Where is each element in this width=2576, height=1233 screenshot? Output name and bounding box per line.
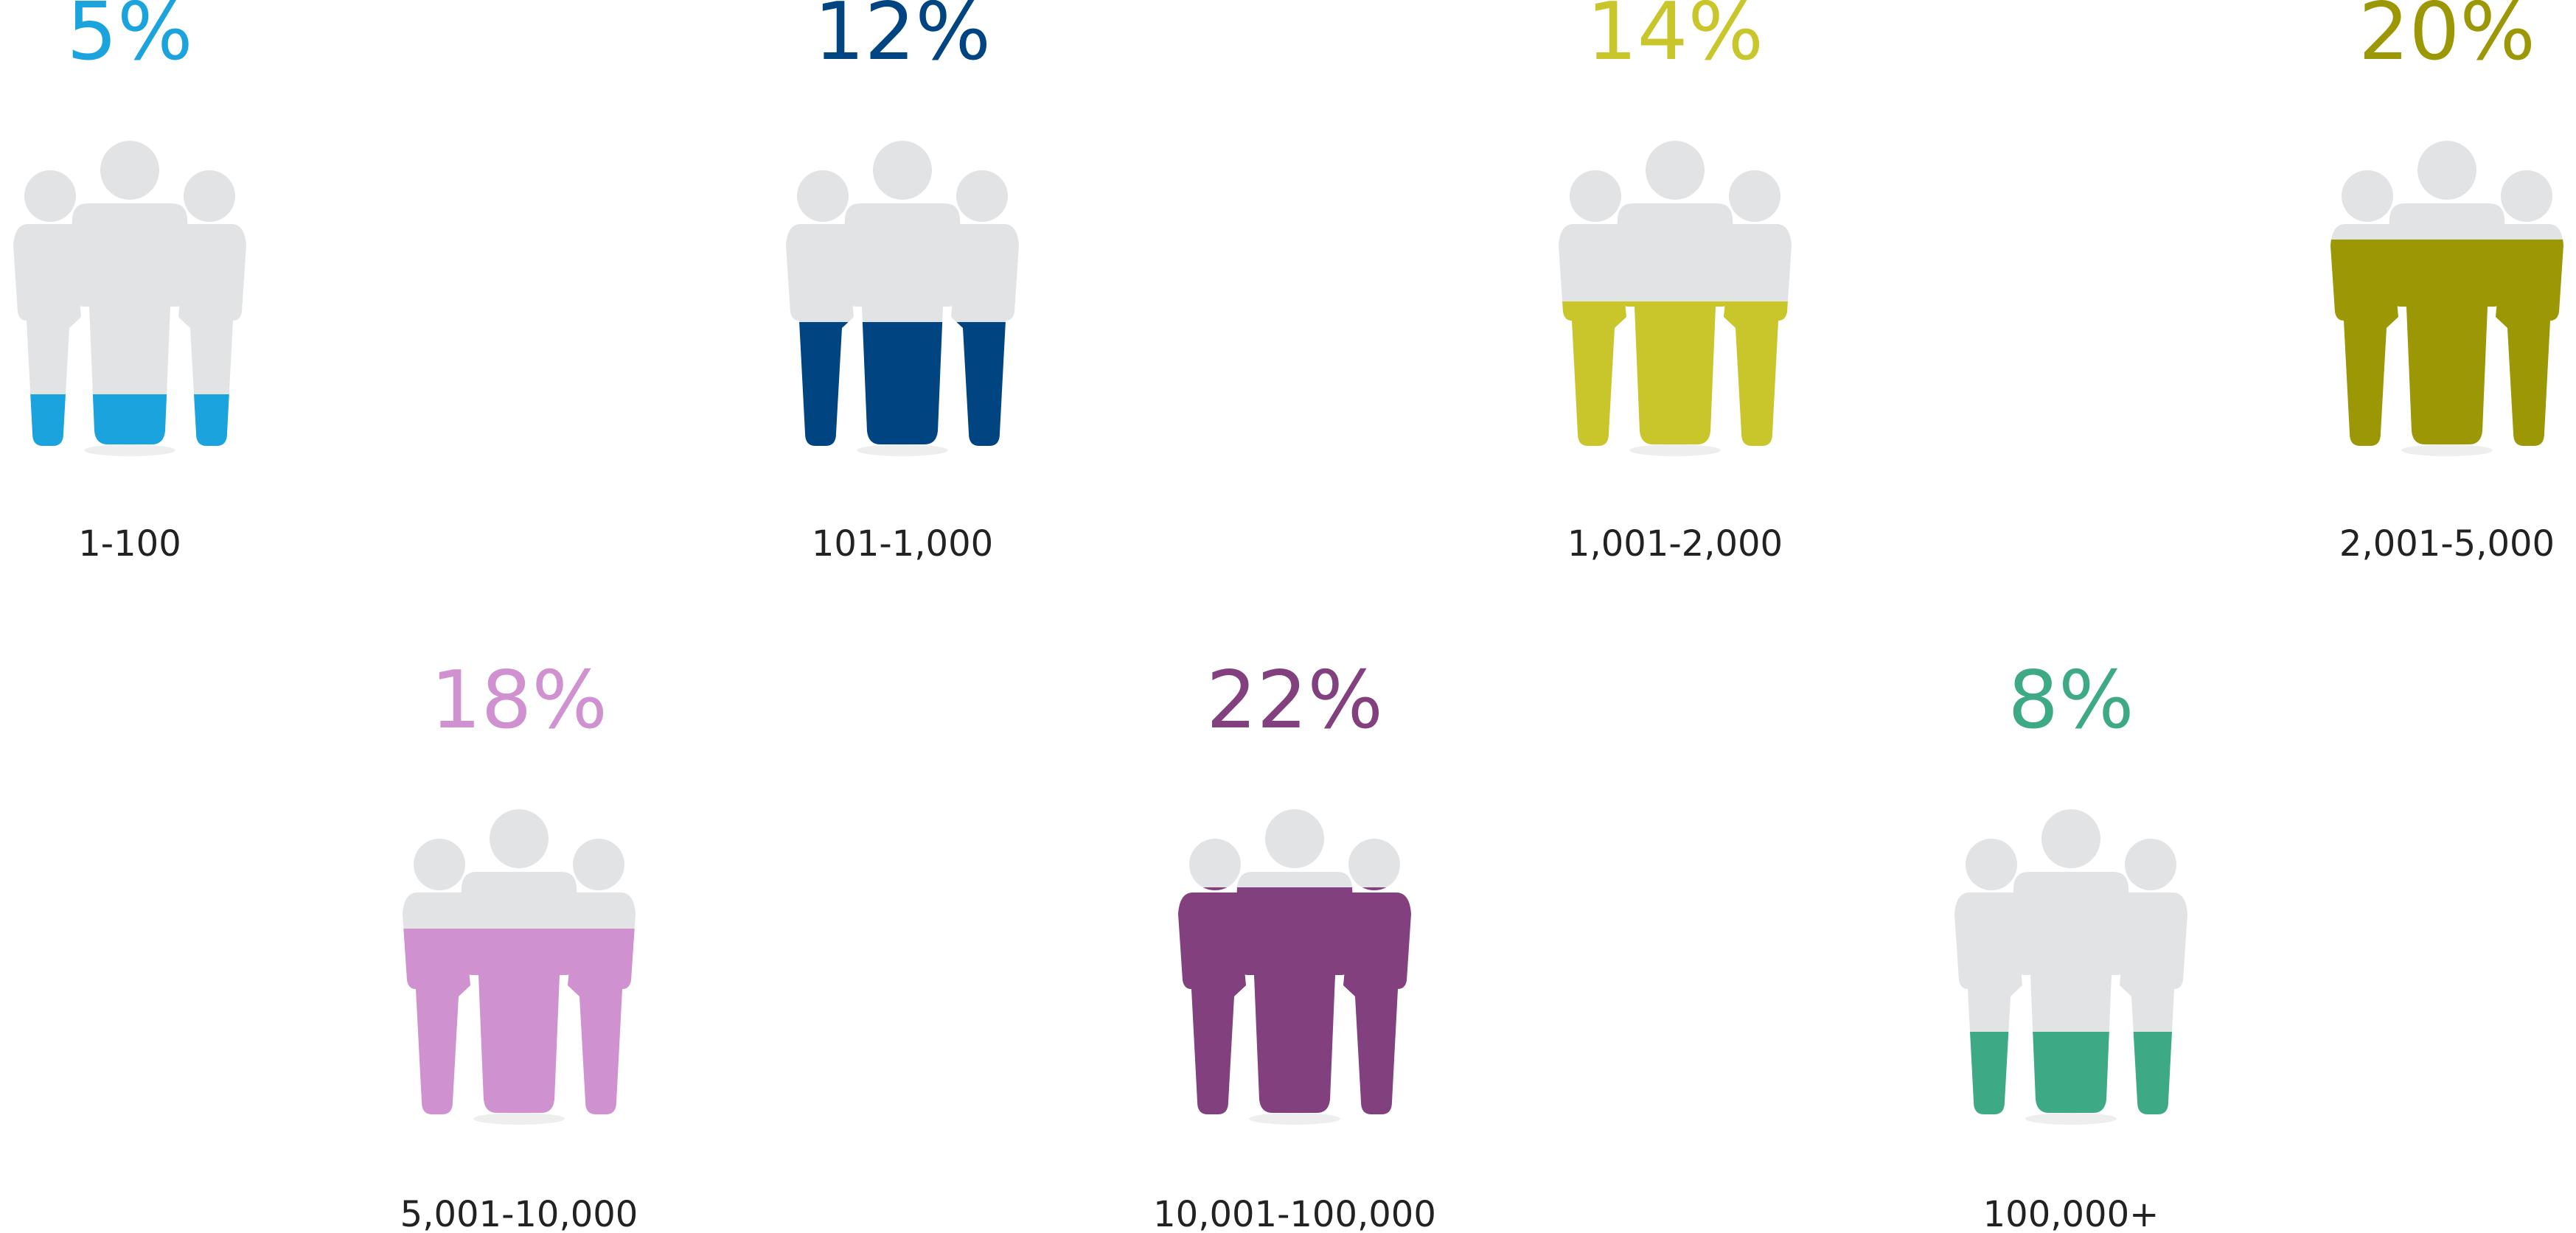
person-group-icon-2 [1559, 141, 1792, 456]
value-fill-0 [13, 394, 246, 446]
percent-label-3: 20% [2359, 0, 2535, 78]
person-group-icon-4 [403, 809, 636, 1125]
percent-label-4: 18% [431, 654, 608, 747]
category-label-4: 5,001-10,000 [400, 1194, 638, 1233]
silhouette [13, 141, 246, 446]
percent-label-0: 5% [66, 0, 192, 78]
percent-label-1: 12% [814, 0, 991, 78]
icon-shadow [84, 444, 175, 456]
value-fill-2 [1559, 301, 1792, 446]
person-group-icon-3 [2330, 141, 2563, 456]
percent-label-6: 8% [2008, 654, 2134, 747]
icon-shadow [1629, 444, 1721, 456]
icon-shadow [1249, 1113, 1340, 1125]
percent-label-2: 14% [1587, 0, 1764, 78]
value-fill-6 [1954, 1032, 2187, 1114]
category-label-3: 2,001-5,000 [2339, 523, 2555, 565]
icon-shadow [473, 1113, 565, 1125]
category-label-0: 1-100 [78, 523, 181, 565]
icon-shadow [2025, 1113, 2117, 1125]
category-label-2: 1,001-2,000 [1567, 523, 1783, 565]
value-fill-1 [786, 322, 1019, 446]
percent-label-5: 22% [1206, 654, 1383, 747]
category-label-6: 100,000+ [1983, 1194, 2159, 1233]
person-group-icon-0 [13, 141, 246, 456]
category-label-5: 10,001-100,000 [1153, 1194, 1436, 1233]
value-fill-5 [1178, 887, 1411, 1114]
value-fill-4 [403, 929, 636, 1114]
icon-shadow [857, 444, 948, 456]
icon-shadow [2401, 444, 2493, 456]
value-fill-3 [2330, 240, 2563, 446]
person-group-icon-1 [786, 141, 1019, 456]
person-group-icon-5 [1178, 809, 1411, 1125]
person-group-icon-6 [1954, 809, 2187, 1125]
category-label-1: 101-1,000 [812, 523, 993, 565]
